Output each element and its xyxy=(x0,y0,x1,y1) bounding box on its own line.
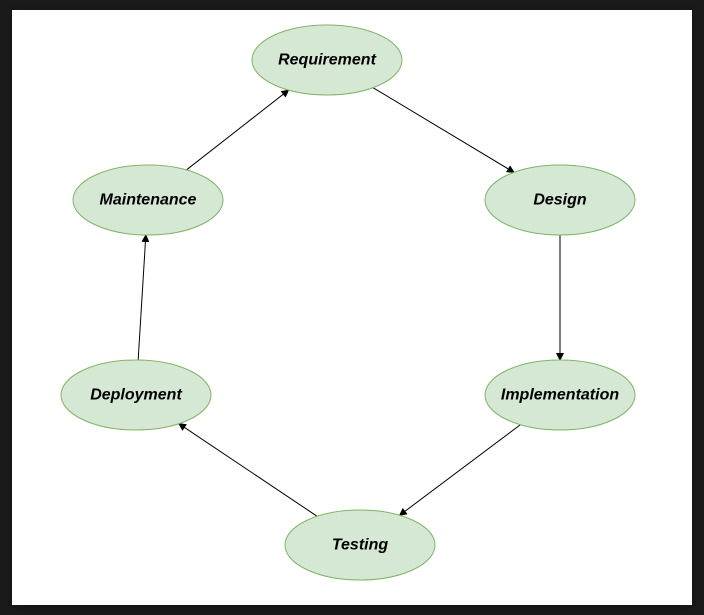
node-design: Design xyxy=(485,165,635,235)
node-label-deployment: Deployment xyxy=(90,387,182,404)
node-label-implementation: Implementation xyxy=(501,387,619,404)
node-label-testing: Testing xyxy=(332,537,389,554)
edges-group xyxy=(138,88,560,517)
node-testing: Testing xyxy=(285,510,435,580)
flowchart-svg: Requirement Design Implementation Testing De… xyxy=(0,0,704,615)
node-implementation: Implementation xyxy=(485,360,635,430)
edge-maintenance-to-requirement xyxy=(186,90,288,170)
edge-deployment-to-maintenance xyxy=(138,235,146,360)
node-deployment: Deployment xyxy=(61,360,211,430)
node-label-design: Design xyxy=(533,192,587,209)
node-requirement: Requirement xyxy=(252,25,402,95)
node-label-requirement: Requirement xyxy=(278,52,376,69)
edge-implementation-to-testing xyxy=(400,425,521,516)
edge-testing-to-deployment xyxy=(179,424,317,517)
nodes-group: Requirement Design Implementation Testing De… xyxy=(61,25,635,580)
node-maintenance: Maintenance xyxy=(73,165,223,235)
node-label-maintenance: Maintenance xyxy=(100,192,197,209)
edge-requirement-to-design xyxy=(373,88,514,173)
